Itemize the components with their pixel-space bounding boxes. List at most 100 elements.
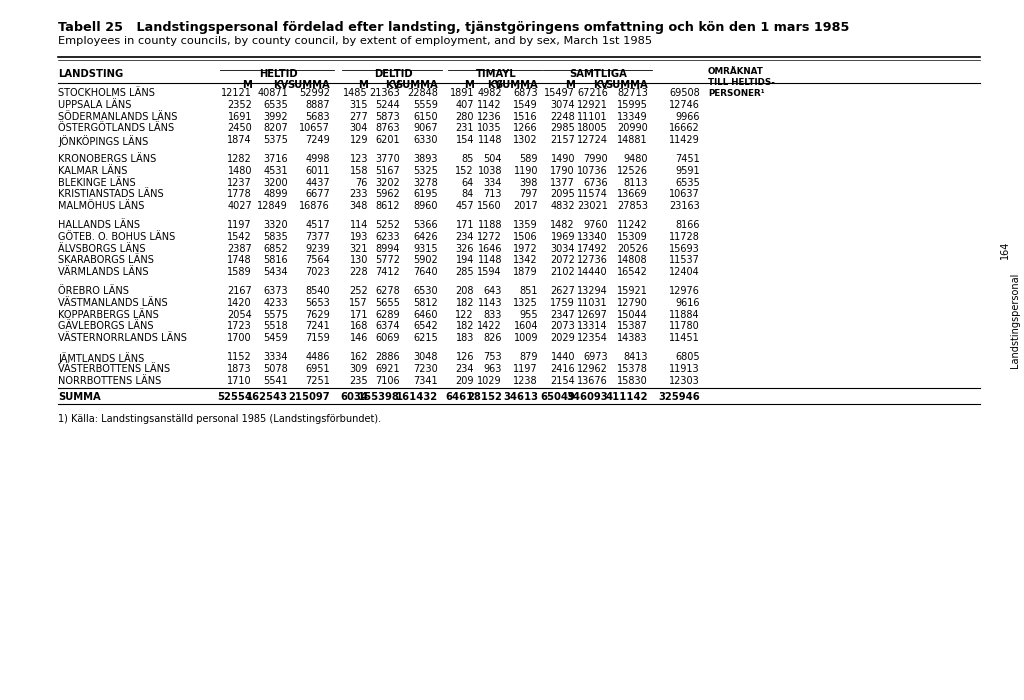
Text: 1759: 1759 [550,298,575,308]
Text: 15921: 15921 [617,286,648,296]
Text: 11913: 11913 [670,364,700,374]
Text: 164: 164 [1000,241,1010,259]
Text: 6278: 6278 [375,286,400,296]
Text: 1560: 1560 [477,201,502,211]
Text: 6460: 6460 [414,309,438,320]
Text: 334: 334 [483,178,502,188]
Text: 1790: 1790 [550,166,575,176]
Text: 1029: 1029 [477,376,502,386]
Text: BLEKINGE LÄNS: BLEKINGE LÄNS [58,178,135,188]
Text: 504: 504 [483,154,502,164]
Text: 315: 315 [349,100,368,110]
Text: 1440: 1440 [551,352,575,362]
Text: 7990: 7990 [584,154,608,164]
Text: 1377: 1377 [550,178,575,188]
Text: M: M [242,80,252,90]
Text: 3048: 3048 [414,352,438,362]
Text: 5962: 5962 [375,190,400,200]
Text: 5559: 5559 [413,100,438,110]
Text: 12724: 12724 [577,135,608,145]
Text: 9966: 9966 [676,111,700,122]
Text: 15830: 15830 [617,376,648,386]
Text: SUMMA: SUMMA [395,80,438,90]
Text: 6373: 6373 [263,286,288,296]
Text: 17492: 17492 [578,244,608,253]
Text: KOPPARBERGS LÄNS: KOPPARBERGS LÄNS [58,309,159,320]
Text: 11451: 11451 [670,333,700,343]
Text: 643: 643 [483,286,502,296]
Text: 1197: 1197 [227,220,252,230]
Text: 8994: 8994 [376,244,400,253]
Text: 1516: 1516 [513,111,538,122]
Text: 193: 193 [349,232,368,242]
Text: 6150: 6150 [414,111,438,122]
Text: 797: 797 [519,190,538,200]
Text: 64: 64 [462,178,474,188]
Text: 6535: 6535 [263,100,288,110]
Text: 8413: 8413 [624,352,648,362]
Text: 34613: 34613 [503,393,538,402]
Text: 234: 234 [456,364,474,374]
Text: 11031: 11031 [578,298,608,308]
Text: 1197: 1197 [513,364,538,374]
Text: 309: 309 [349,364,368,374]
Text: 9760: 9760 [584,220,608,230]
Text: 129: 129 [349,135,368,145]
Text: 6011: 6011 [305,166,330,176]
Text: 14383: 14383 [617,333,648,343]
Text: 1325: 1325 [513,298,538,308]
Text: 1190: 1190 [513,166,538,176]
Text: 1542: 1542 [227,232,252,242]
Text: 65049: 65049 [540,393,575,402]
Text: 13294: 13294 [578,286,608,296]
Text: 4899: 4899 [263,190,288,200]
Text: 5325: 5325 [413,166,438,176]
Text: 285: 285 [456,267,474,277]
Text: 10637: 10637 [670,190,700,200]
Text: 11574: 11574 [578,190,608,200]
Text: VÄSTERBOTTENS LÄNS: VÄSTERBOTTENS LÄNS [58,364,170,374]
Text: 8113: 8113 [624,178,648,188]
Text: 2416: 2416 [550,364,575,374]
Text: KV: KV [486,80,502,90]
Text: 27853: 27853 [617,201,648,211]
Text: 833: 833 [483,309,502,320]
Text: 114: 114 [349,220,368,230]
Text: 1723: 1723 [227,321,252,331]
Text: 171: 171 [456,220,474,230]
Text: 1778: 1778 [227,190,252,200]
Text: TIMAYL: TIMAYL [475,69,516,79]
Text: 4437: 4437 [305,178,330,188]
Text: 155398: 155398 [358,393,400,402]
Text: 4233: 4233 [263,298,288,308]
Text: 1589: 1589 [227,267,252,277]
Text: 15309: 15309 [617,232,648,242]
Text: KRONOBERGS LÄNS: KRONOBERGS LÄNS [58,154,157,164]
Text: 6034: 6034 [340,393,368,402]
Text: 2450: 2450 [227,123,252,134]
Text: 1359: 1359 [513,220,538,230]
Text: 208: 208 [456,286,474,296]
Text: 3320: 3320 [263,220,288,230]
Text: 5252: 5252 [375,220,400,230]
Text: 963: 963 [483,364,502,374]
Text: 234: 234 [456,232,474,242]
Text: 5902: 5902 [414,256,438,265]
Text: 4982: 4982 [477,88,502,98]
Text: 15044: 15044 [617,309,648,320]
Text: 8887: 8887 [305,100,330,110]
Text: M: M [565,80,575,90]
Text: 2029: 2029 [550,333,575,343]
Text: 3334: 3334 [263,352,288,362]
Text: 6530: 6530 [414,286,438,296]
Text: 11780: 11780 [670,321,700,331]
Text: 1236: 1236 [477,111,502,122]
Text: 20526: 20526 [617,244,648,253]
Text: 10657: 10657 [299,123,330,134]
Text: Tabell 25   Landstingspersonal fördelad efter landsting, tjänstgöringens omfattn: Tabell 25 Landstingspersonal fördelad ef… [58,21,849,34]
Text: 6951: 6951 [305,364,330,374]
Text: 15497: 15497 [544,88,575,98]
Text: SÖDERMANLANDS LÄNS: SÖDERMANLANDS LÄNS [58,111,177,122]
Text: 3278: 3278 [414,178,438,188]
Text: 2054: 2054 [227,309,252,320]
